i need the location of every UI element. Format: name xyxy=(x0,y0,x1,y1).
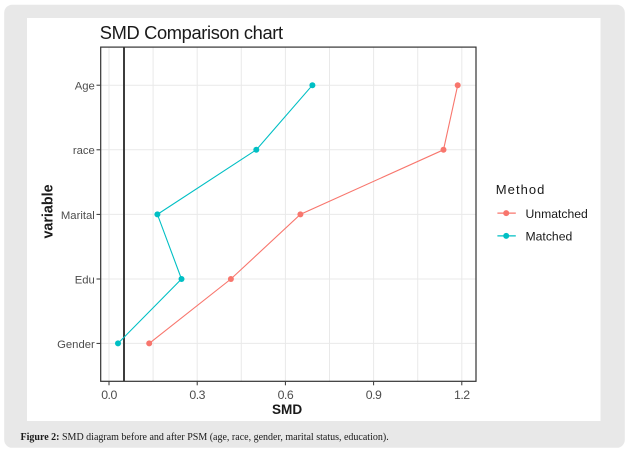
svg-text:race: race xyxy=(73,145,95,157)
svg-text:1.2: 1.2 xyxy=(454,388,470,402)
svg-text:0.0: 0.0 xyxy=(101,388,117,402)
svg-text:Method: Method xyxy=(496,182,546,197)
svg-text:SMD Comparison chart: SMD Comparison chart xyxy=(100,22,283,43)
svg-text:Matched: Matched xyxy=(526,229,573,243)
svg-text:Edu: Edu xyxy=(75,274,95,286)
svg-text:0.9: 0.9 xyxy=(366,388,382,402)
svg-text:Figure 2: SMD diagram before a: Figure 2: SMD diagram before and after P… xyxy=(21,432,389,443)
svg-text:Age: Age xyxy=(75,81,95,93)
svg-text:Gender: Gender xyxy=(57,339,95,351)
svg-text:Unmatched: Unmatched xyxy=(526,207,588,221)
svg-text:SMD: SMD xyxy=(272,402,302,417)
svg-text:Marital: Marital xyxy=(61,210,95,222)
svg-text:0.6: 0.6 xyxy=(278,388,294,402)
svg-text:variable: variable xyxy=(41,184,57,238)
svg-text:0.3: 0.3 xyxy=(189,388,205,402)
